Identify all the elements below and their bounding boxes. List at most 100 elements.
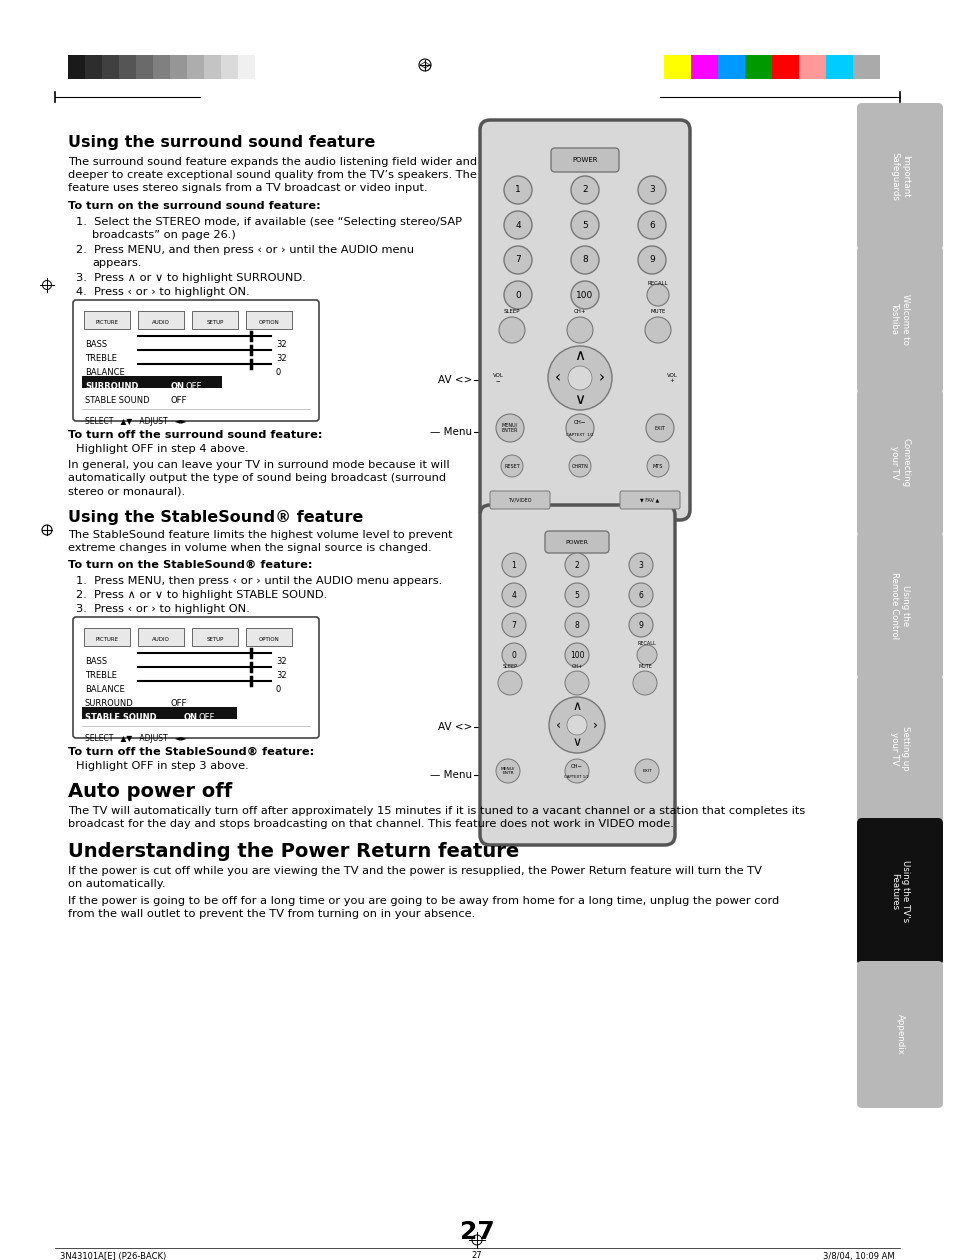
Text: 9: 9 xyxy=(648,256,654,265)
Text: Using the surround sound feature: Using the surround sound feature xyxy=(68,135,375,150)
Text: ∨: ∨ xyxy=(572,737,581,750)
Text: AV <>: AV <> xyxy=(437,375,472,386)
Text: 0: 0 xyxy=(511,650,516,659)
Text: Connecting
your TV: Connecting your TV xyxy=(889,438,909,488)
Text: 0: 0 xyxy=(515,291,520,300)
Text: TREBLE: TREBLE xyxy=(85,672,117,680)
Text: OFF: OFF xyxy=(171,396,187,404)
Text: AUDIO: AUDIO xyxy=(152,320,170,325)
Text: PICTURE: PICTURE xyxy=(95,638,118,643)
FancyBboxPatch shape xyxy=(551,147,618,173)
Text: CAPTEXT 1/2: CAPTEXT 1/2 xyxy=(564,775,589,779)
Bar xyxy=(82,707,236,719)
Bar xyxy=(246,627,292,646)
Text: PICTURE: PICTURE xyxy=(95,320,118,325)
Text: AUDIO: AUDIO xyxy=(152,638,170,643)
Circle shape xyxy=(503,176,532,204)
Bar xyxy=(187,55,204,79)
Text: MENU/
ENTER: MENU/ ENTER xyxy=(501,422,517,433)
Text: To turn off the StableSound® feature:: To turn off the StableSound® feature: xyxy=(68,747,314,757)
Text: CH−: CH− xyxy=(571,765,582,770)
Bar xyxy=(192,627,237,646)
Text: In general, you can leave your TV in surround mode because it will: In general, you can leave your TV in sur… xyxy=(68,460,449,470)
Text: MENU/
ENTR: MENU/ ENTR xyxy=(500,766,515,775)
Circle shape xyxy=(566,318,593,343)
Text: ›: › xyxy=(598,370,604,386)
Circle shape xyxy=(646,284,668,306)
Text: SELECT   ▲▼   ADJUST   ◄►: SELECT ▲▼ ADJUST ◄► xyxy=(85,417,186,426)
Circle shape xyxy=(548,697,604,753)
Bar xyxy=(204,55,221,79)
Bar xyxy=(825,55,852,79)
Text: stereo or monaural).: stereo or monaural). xyxy=(68,486,185,496)
Text: OFF: OFF xyxy=(171,699,187,708)
Text: 2.  Press ∧ or ∨ to highlight STABLE SOUND.: 2. Press ∧ or ∨ to highlight STABLE SOUN… xyxy=(76,590,327,600)
Text: 3: 3 xyxy=(648,185,654,194)
Circle shape xyxy=(635,759,659,782)
Text: OFF: OFF xyxy=(186,382,202,391)
Text: CAPTEXT  1/2: CAPTEXT 1/2 xyxy=(565,433,593,437)
Text: 5: 5 xyxy=(574,591,578,600)
FancyBboxPatch shape xyxy=(856,532,942,679)
Text: OFF: OFF xyxy=(199,713,215,722)
Text: VOL
−: VOL − xyxy=(492,373,503,383)
Circle shape xyxy=(547,346,612,410)
FancyBboxPatch shape xyxy=(856,246,942,393)
Circle shape xyxy=(497,672,521,696)
Text: To turn on the StableSound® feature:: To turn on the StableSound® feature: xyxy=(68,559,313,570)
Text: 3.  Press ‹ or › to highlight ON.: 3. Press ‹ or › to highlight ON. xyxy=(76,604,250,614)
Bar xyxy=(254,55,272,79)
Text: automatically output the type of sound being broadcast (surround: automatically output the type of sound b… xyxy=(68,472,446,483)
Text: 9: 9 xyxy=(638,620,642,630)
Text: 7: 7 xyxy=(511,620,516,630)
Circle shape xyxy=(571,281,598,309)
Text: MUTE: MUTE xyxy=(638,664,651,669)
Text: MUTE: MUTE xyxy=(650,309,665,314)
Text: 0: 0 xyxy=(275,368,281,377)
Circle shape xyxy=(638,210,665,239)
Text: 100: 100 xyxy=(569,650,583,659)
Text: 1: 1 xyxy=(515,185,520,194)
Text: Highlight OFF in step 4 above.: Highlight OFF in step 4 above. xyxy=(76,444,249,454)
Text: Using the StableSound® feature: Using the StableSound® feature xyxy=(68,510,363,525)
Text: 2: 2 xyxy=(574,561,578,570)
FancyBboxPatch shape xyxy=(856,103,942,249)
Bar xyxy=(85,55,102,79)
Text: If the power is going to be off for a long time or you are going to be away from: If the power is going to be off for a lo… xyxy=(68,896,779,906)
Text: To turn on the surround sound feature:: To turn on the surround sound feature: xyxy=(68,202,320,210)
Text: 27: 27 xyxy=(471,1251,482,1260)
Bar xyxy=(799,55,825,79)
Bar xyxy=(663,55,690,79)
Text: 3/8/04, 10:09 AM: 3/8/04, 10:09 AM xyxy=(822,1251,894,1260)
Circle shape xyxy=(564,759,588,782)
FancyBboxPatch shape xyxy=(73,300,318,421)
Text: 5: 5 xyxy=(581,220,587,229)
Circle shape xyxy=(496,415,523,442)
Text: MTS: MTS xyxy=(652,464,662,469)
Bar xyxy=(84,627,130,646)
FancyBboxPatch shape xyxy=(856,961,942,1108)
Circle shape xyxy=(503,246,532,273)
Text: 4: 4 xyxy=(511,591,516,600)
Circle shape xyxy=(568,455,590,478)
Circle shape xyxy=(503,210,532,239)
Text: The surround sound feature expands the audio listening field wider and: The surround sound feature expands the a… xyxy=(68,158,476,168)
Text: TREBLE: TREBLE xyxy=(85,354,117,363)
Text: RESET: RESET xyxy=(503,464,519,469)
Circle shape xyxy=(501,643,525,667)
Text: RECALL: RECALL xyxy=(647,281,668,286)
Bar xyxy=(82,375,222,388)
Text: CH+: CH+ xyxy=(571,664,582,669)
Text: TV/VIDEO: TV/VIDEO xyxy=(508,498,531,503)
Circle shape xyxy=(628,553,652,577)
Text: Appendix: Appendix xyxy=(895,1014,903,1055)
Text: 4.  Press ‹ or › to highlight ON.: 4. Press ‹ or › to highlight ON. xyxy=(76,287,250,297)
Bar xyxy=(246,311,292,329)
Bar xyxy=(718,55,744,79)
Text: ON: ON xyxy=(184,713,198,722)
FancyBboxPatch shape xyxy=(479,120,689,520)
Text: 32: 32 xyxy=(275,672,286,680)
Text: ›: › xyxy=(592,718,597,732)
Bar xyxy=(136,55,152,79)
Circle shape xyxy=(564,614,588,638)
